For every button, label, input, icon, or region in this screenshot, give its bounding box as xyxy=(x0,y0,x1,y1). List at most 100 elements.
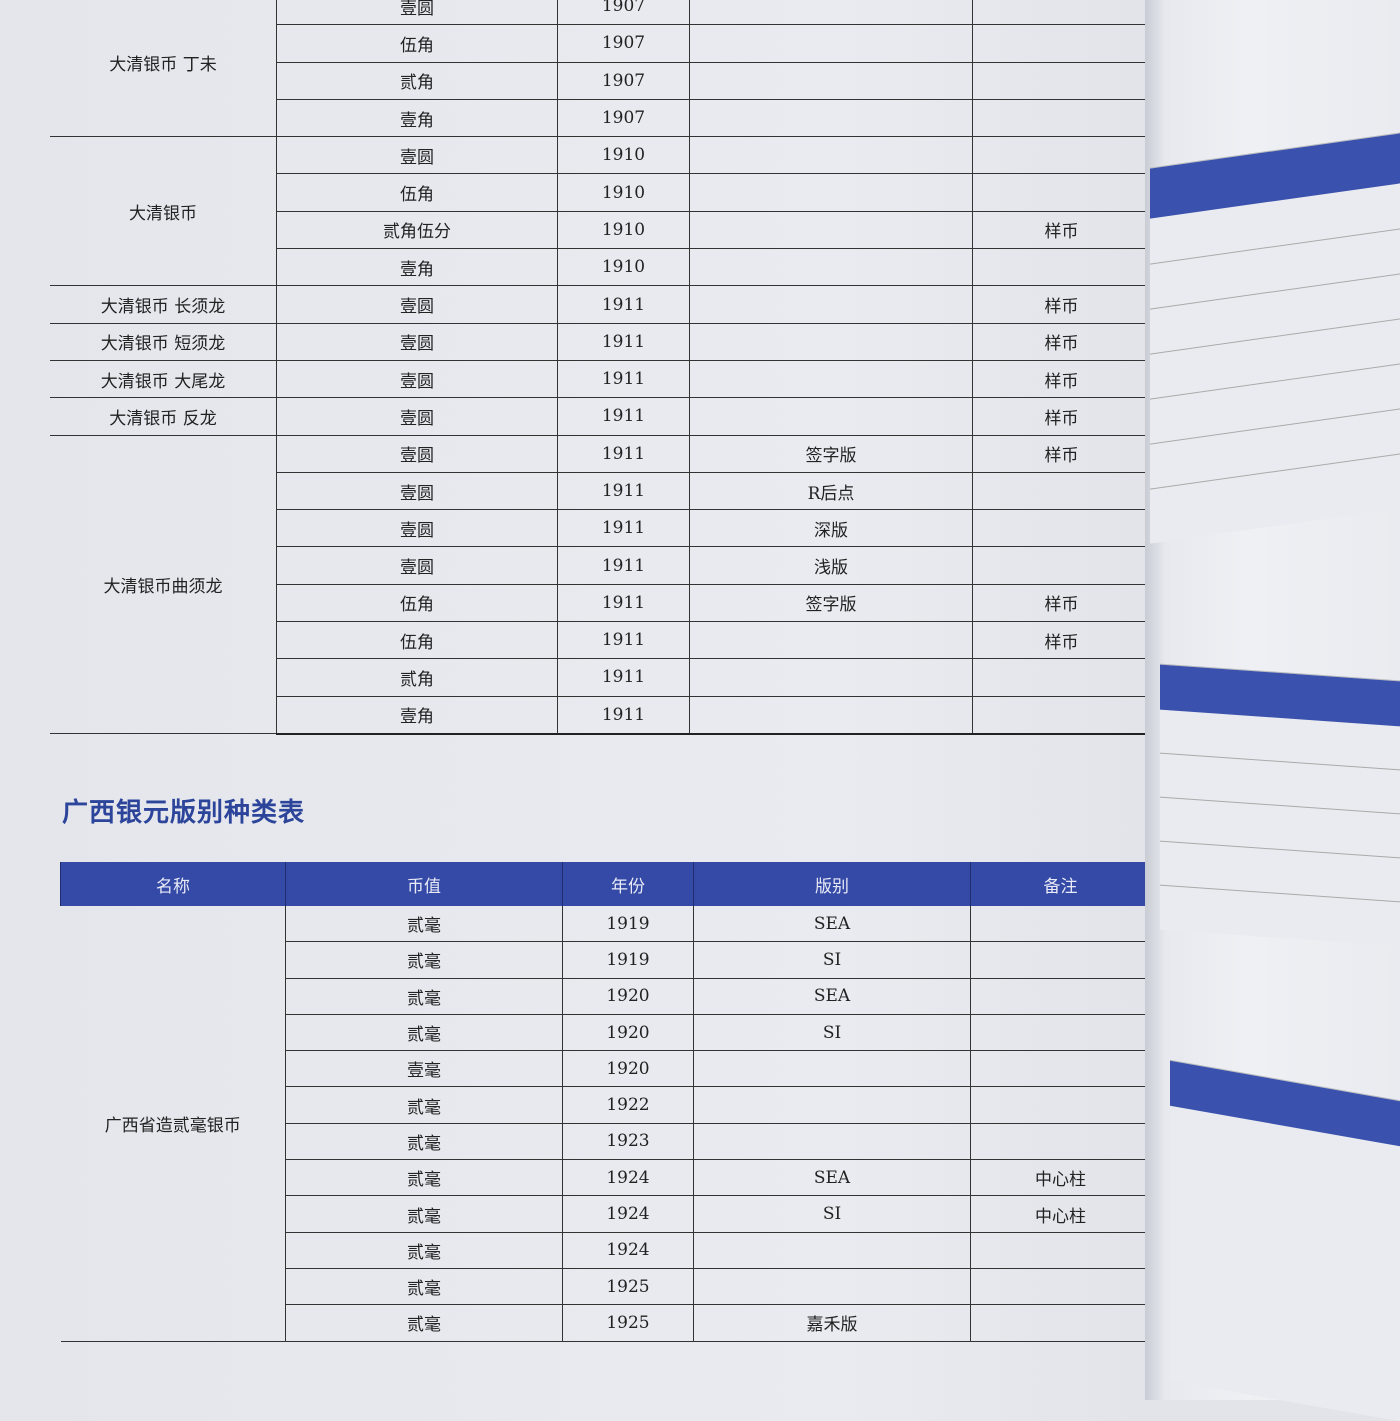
note-cell xyxy=(972,99,1150,138)
year-cell: 1910 xyxy=(557,136,690,175)
version-cell xyxy=(689,248,973,287)
denomination-cell: 贰角 xyxy=(276,62,558,100)
year-cell: 1907 xyxy=(557,24,690,63)
version-cell xyxy=(689,62,973,100)
denomination-cell: 贰毫 xyxy=(285,1268,563,1306)
note-cell: 样币 xyxy=(972,435,1150,473)
denomination-cell: 壹圆 xyxy=(276,509,558,548)
version-cell xyxy=(689,99,973,138)
note-cell xyxy=(970,978,1150,1015)
version-cell: SEA xyxy=(693,906,971,943)
table-row: 大清银币 大尾龙 壹圆 1911 样币 xyxy=(50,360,1150,399)
version-cell xyxy=(693,1086,971,1124)
note-cell xyxy=(972,248,1150,287)
coin-name-cell: 大清银币 xyxy=(50,136,277,287)
version-cell xyxy=(689,360,973,399)
note-cell xyxy=(972,136,1150,175)
table-row: 大清银币 壹圆 1910 xyxy=(50,136,1150,287)
header-year: 年份 xyxy=(562,862,694,906)
table-row: 大清银币 短须龙 壹圆 1911 样币 xyxy=(50,323,1150,361)
facing-page-table xyxy=(1160,663,1400,947)
table-row: 广西省造贰毫银币 贰毫 1919 SEA xyxy=(60,906,1150,1342)
note-cell: 中心柱 xyxy=(970,1159,1150,1197)
year-cell: 1920 xyxy=(562,1014,694,1052)
denomination-cell: 贰毫 xyxy=(285,978,563,1015)
note-cell xyxy=(970,1268,1150,1306)
year-cell: 1907 xyxy=(557,0,690,26)
table-row: 壹圆 1911 R后点 xyxy=(50,472,1150,511)
version-cell xyxy=(689,285,973,324)
version-cell: SI xyxy=(693,1195,971,1233)
note-cell: 样币 xyxy=(972,285,1150,324)
year-cell: 1911 xyxy=(557,658,690,697)
year-cell: 1911 xyxy=(557,621,690,660)
year-cell: 1910 xyxy=(557,173,690,212)
facing-page xyxy=(1145,0,1400,1421)
version-cell: SI xyxy=(693,1014,971,1052)
version-cell: SEA xyxy=(693,1159,971,1197)
year-cell: 1922 xyxy=(562,1086,694,1124)
facing-page-table xyxy=(1150,132,1400,544)
table-row: 壹圆 1911 深版 xyxy=(50,509,1150,548)
denomination-cell: 贰毫 xyxy=(285,1195,563,1233)
version-cell xyxy=(689,173,973,212)
header-version: 版别 xyxy=(693,862,971,906)
table-row: 贰毫 1923 xyxy=(61,1123,1150,1161)
table-header-row: 名称 币值 年份 版别 备注 xyxy=(60,862,1150,906)
year-cell: 1919 xyxy=(562,941,694,979)
denomination-cell: 贰毫 xyxy=(285,1159,563,1197)
version-cell xyxy=(693,1232,971,1269)
version-cell xyxy=(693,1268,971,1306)
table-row: 壹角 1911 xyxy=(50,696,1150,735)
table-row: 壹圆 1911 浅版 xyxy=(50,546,1150,585)
year-cell: 1919 xyxy=(562,906,694,943)
year-cell: 1911 xyxy=(557,546,690,585)
year-cell: 1920 xyxy=(562,978,694,1015)
note-cell xyxy=(970,1232,1150,1269)
note-cell xyxy=(970,1014,1150,1052)
coin-name-cell: 大清银币 反龙 xyxy=(50,397,277,436)
denomination-cell: 壹毫 xyxy=(285,1050,563,1088)
version-cell xyxy=(689,323,973,361)
year-cell: 1924 xyxy=(562,1195,694,1233)
table-row: 伍角 1911 样币 xyxy=(50,621,1150,660)
denomination-cell: 贰角伍分 xyxy=(276,211,558,250)
version-cell xyxy=(689,696,973,735)
version-cell: 签字版 xyxy=(689,584,973,623)
note-cell: 样币 xyxy=(972,211,1150,250)
denomination-cell: 贰毫 xyxy=(285,1123,563,1161)
note-cell xyxy=(972,0,1150,26)
coin-name-cell: 大清银币 短须龙 xyxy=(50,323,277,361)
note-cell xyxy=(972,472,1150,511)
version-cell xyxy=(693,1050,971,1088)
version-cell: SEA xyxy=(693,978,971,1015)
year-cell: 1911 xyxy=(557,397,690,436)
denomination-cell: 壹圆 xyxy=(276,136,558,175)
year-cell: 1925 xyxy=(562,1304,694,1342)
header-denomination: 币值 xyxy=(285,862,563,906)
year-cell: 1907 xyxy=(557,99,690,138)
note-cell: 样币 xyxy=(972,397,1150,436)
year-cell: 1911 xyxy=(557,285,690,324)
denomination-cell: 贰毫 xyxy=(285,1304,563,1342)
note-cell xyxy=(972,509,1150,548)
table-row: 伍角 1907 xyxy=(50,24,1150,63)
year-cell: 1925 xyxy=(562,1268,694,1306)
year-cell: 1910 xyxy=(557,248,690,287)
table-row: 贰毫 1925 xyxy=(61,1268,1150,1306)
note-cell xyxy=(970,1086,1150,1124)
year-cell: 1911 xyxy=(557,472,690,511)
table-row: 壹角 1907 xyxy=(50,99,1150,138)
note-cell xyxy=(972,62,1150,100)
year-cell: 1923 xyxy=(562,1123,694,1161)
denomination-cell: 壹角 xyxy=(276,696,558,735)
note-cell: 中心柱 xyxy=(970,1195,1150,1233)
note-cell xyxy=(970,906,1150,943)
version-cell: SI xyxy=(693,941,971,979)
note-cell xyxy=(972,24,1150,63)
denomination-cell: 壹圆 xyxy=(276,285,558,324)
table-row: 贰角 1911 xyxy=(50,658,1150,697)
table-row: 大清银币 反龙 壹圆 1911 样币 xyxy=(50,397,1150,436)
table-row: 大清银币曲须龙 壹圆 1911 签字版 样币 xyxy=(50,435,1150,735)
year-cell: 1910 xyxy=(557,211,690,250)
